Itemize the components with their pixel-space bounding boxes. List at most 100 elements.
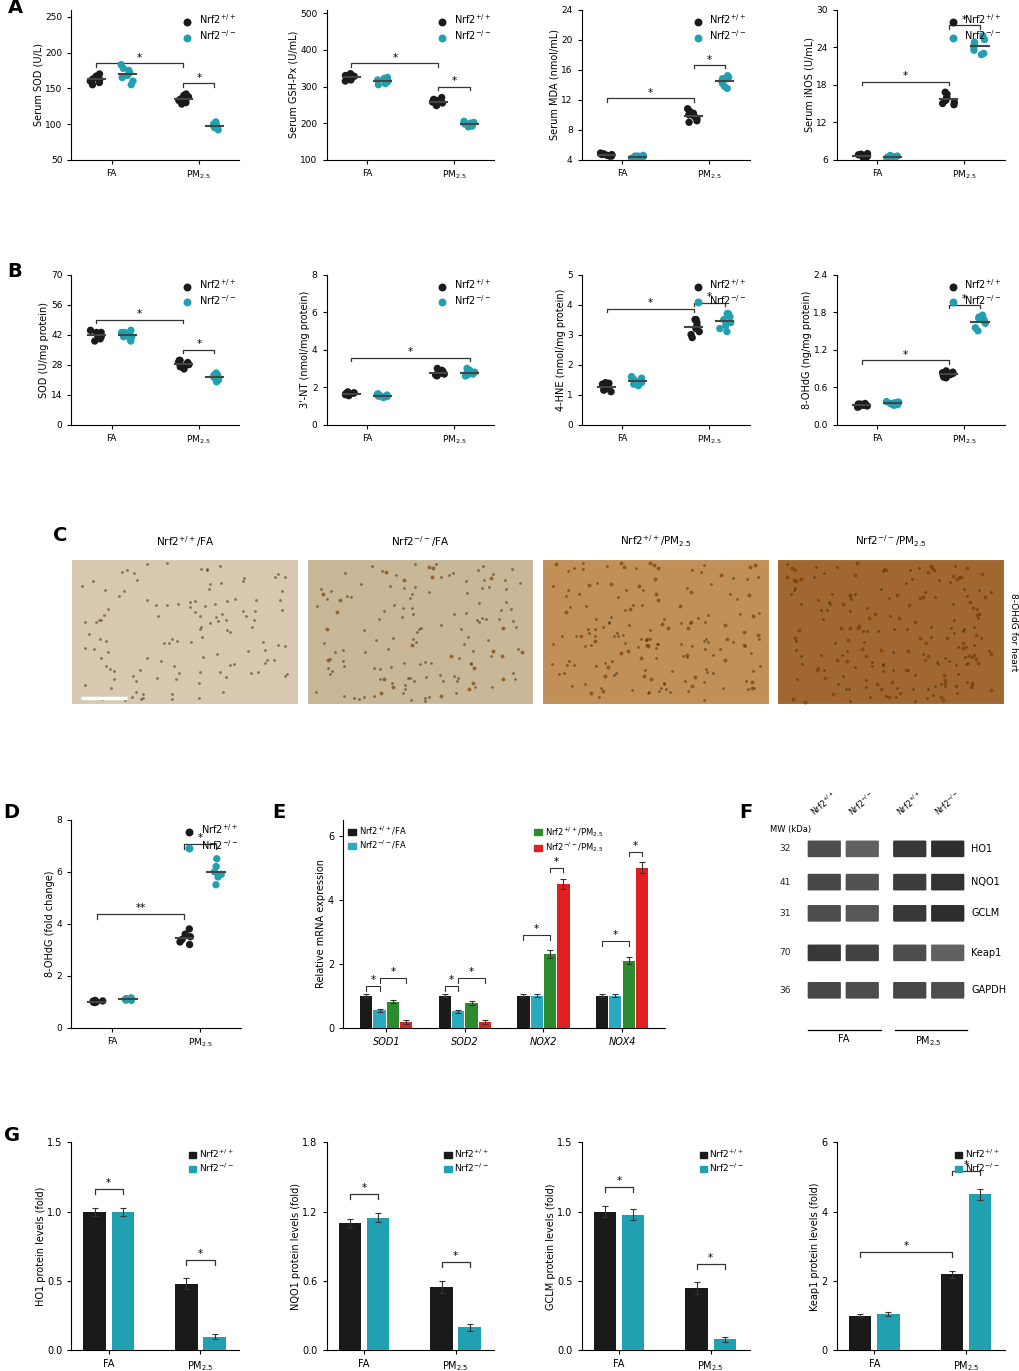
Text: E: E: [272, 803, 285, 823]
Point: [949, 662, 965, 684]
Point: [345, 383, 362, 404]
Point: [930, 569, 947, 591]
Point: [887, 686, 903, 707]
Point: [217, 609, 233, 631]
Point: [966, 648, 982, 670]
Text: NQO1: NQO1: [970, 877, 1000, 887]
Point: [904, 677, 920, 699]
Point: [86, 991, 102, 1013]
Point: [875, 558, 892, 580]
Point: [911, 628, 927, 650]
Point: [164, 688, 180, 710]
Point: [743, 670, 759, 692]
Point: [559, 650, 576, 672]
Point: [900, 659, 916, 681]
Point: [254, 631, 270, 653]
Point: [577, 635, 593, 657]
Bar: [593, 1212, 615, 1350]
Point: [931, 673, 948, 695]
Point: [186, 600, 203, 622]
Point: [444, 562, 461, 584]
Point: [696, 639, 712, 661]
Point: [340, 384, 357, 406]
Point: [547, 553, 564, 574]
Point: [118, 990, 135, 1012]
Point: [182, 925, 199, 947]
Point: [587, 655, 603, 677]
Point: [405, 603, 421, 625]
Point: [792, 644, 808, 666]
Point: [372, 669, 388, 691]
Point: [782, 583, 798, 605]
Point: [172, 350, 189, 372]
Point: [947, 654, 963, 676]
Point: [461, 361, 477, 383]
Point: [823, 683, 840, 705]
Point: [645, 554, 661, 576]
Point: [590, 686, 606, 707]
Point: [139, 553, 155, 574]
Point: [717, 314, 734, 336]
Point: [401, 668, 418, 690]
Point: [276, 665, 292, 687]
Point: [842, 600, 858, 622]
Point: [721, 311, 738, 333]
Point: [577, 595, 593, 617]
Point: [846, 655, 862, 677]
Point: [932, 687, 949, 709]
Point: [459, 581, 475, 603]
Point: [205, 115, 221, 137]
Point: [608, 622, 625, 644]
Point: [736, 621, 752, 643]
Point: [695, 670, 711, 692]
Point: [208, 606, 224, 628]
Point: [465, 672, 481, 694]
Point: [655, 672, 672, 694]
Point: [427, 553, 443, 574]
Point: [686, 308, 702, 330]
Point: [947, 675, 963, 696]
Point: [91, 326, 107, 348]
Point: [597, 372, 613, 393]
Point: [373, 559, 389, 581]
Point: [470, 592, 486, 614]
Bar: [556, 884, 569, 1028]
Point: [215, 681, 231, 703]
Point: [395, 577, 412, 599]
Point: [116, 321, 132, 343]
Text: *: *: [361, 1183, 366, 1193]
Text: PM$_{2.5}$: PM$_{2.5}$: [914, 1034, 942, 1047]
Point: [922, 554, 938, 576]
Text: *: *: [961, 293, 966, 304]
Point: [396, 675, 413, 696]
Point: [139, 590, 155, 611]
Point: [917, 632, 933, 654]
Point: [432, 684, 448, 706]
Point: [639, 681, 655, 703]
Text: 36: 36: [779, 986, 791, 995]
Text: Nrf2$^{+/+}$: Nrf2$^{+/+}$: [808, 788, 840, 817]
Point: [128, 569, 145, 591]
Point: [166, 655, 182, 677]
Y-axis label: 4-HNE (nmol/mg protein): 4-HNE (nmol/mg protein): [555, 288, 565, 411]
Point: [452, 618, 469, 640]
Point: [83, 70, 99, 92]
Point: [428, 93, 444, 115]
Point: [948, 568, 964, 590]
Point: [982, 679, 999, 701]
Point: [936, 675, 953, 696]
Point: [886, 618, 902, 640]
Point: [76, 673, 93, 695]
Point: [975, 29, 991, 51]
Point: [878, 148, 895, 170]
Point: [788, 639, 804, 661]
Point: [822, 583, 839, 605]
Point: [568, 625, 584, 647]
Point: [937, 627, 954, 648]
Point: [239, 640, 256, 662]
Point: [544, 633, 560, 655]
Point: [172, 356, 189, 378]
Point: [562, 675, 579, 696]
Point: [695, 688, 711, 710]
Point: [212, 555, 228, 577]
